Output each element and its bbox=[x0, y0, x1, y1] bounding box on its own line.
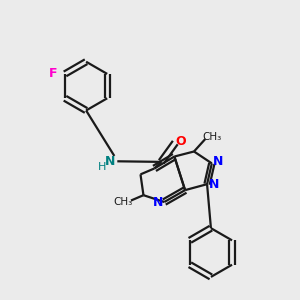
Text: N: N bbox=[208, 178, 219, 191]
Text: CH₃: CH₃ bbox=[113, 197, 132, 207]
Text: N: N bbox=[153, 196, 164, 208]
Text: H: H bbox=[98, 162, 106, 172]
Text: N: N bbox=[213, 155, 224, 168]
Text: CH₃: CH₃ bbox=[202, 132, 221, 142]
Text: F: F bbox=[49, 67, 58, 80]
Text: N: N bbox=[105, 155, 116, 168]
Text: O: O bbox=[175, 135, 186, 148]
